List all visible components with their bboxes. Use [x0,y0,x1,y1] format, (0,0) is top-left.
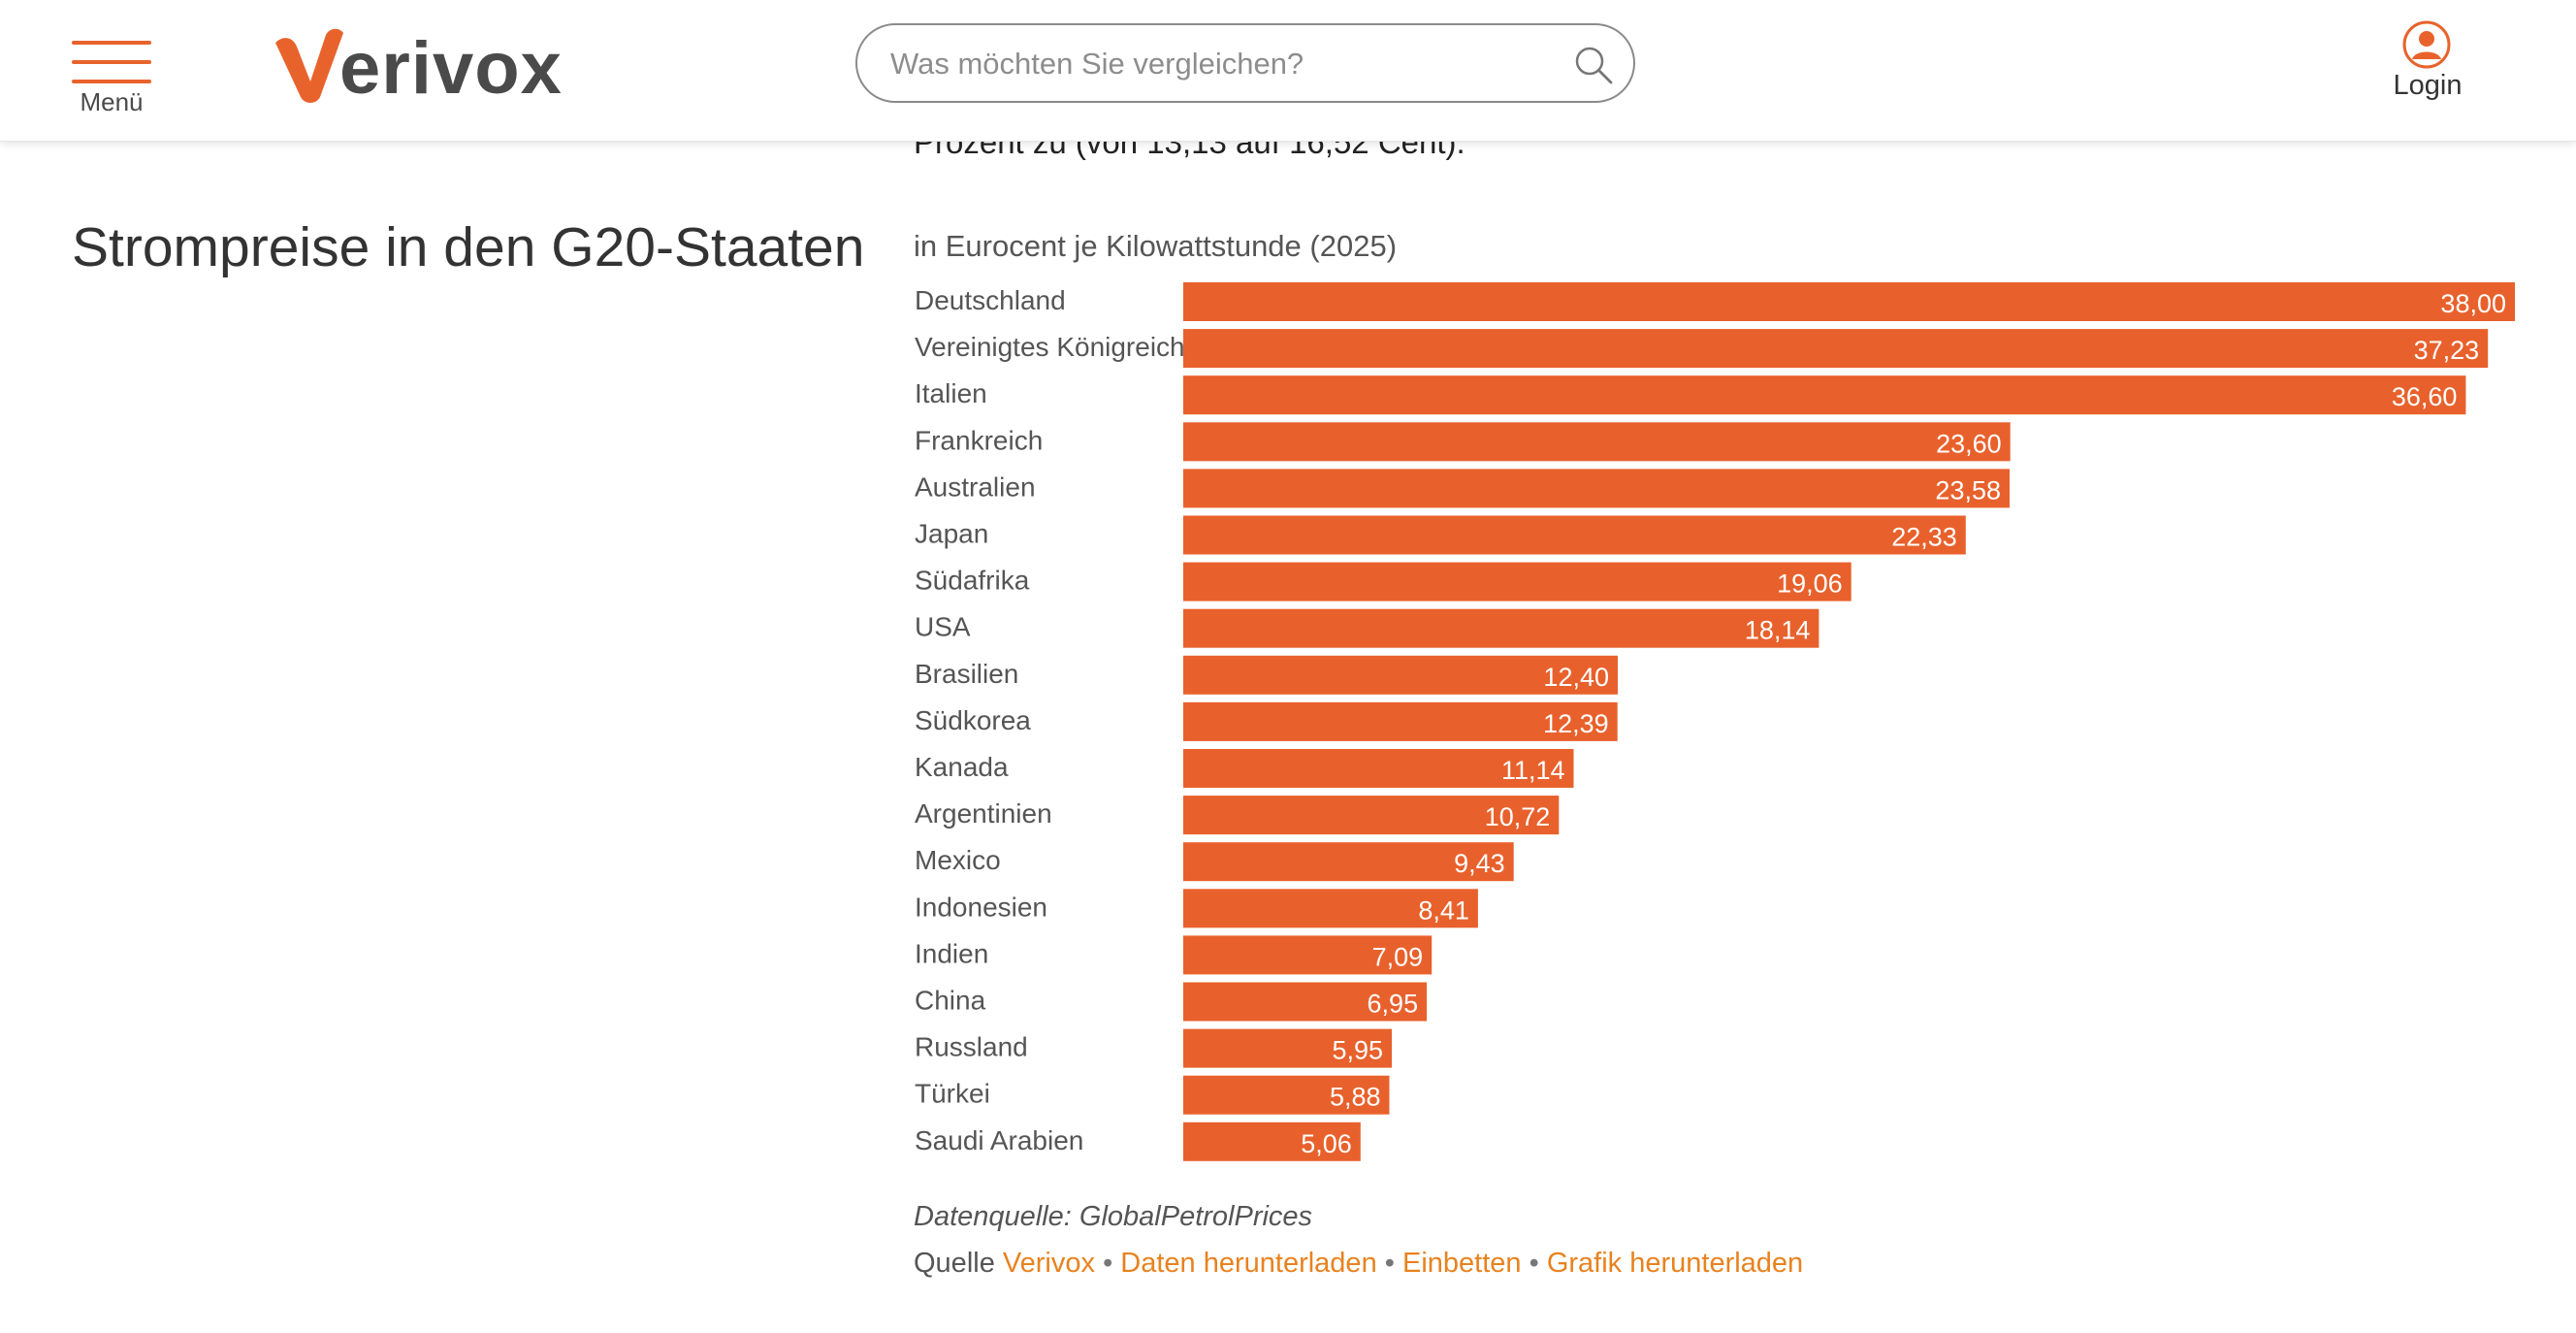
category-label: Italien [915,378,987,408]
category-label: Mexico [915,845,1001,875]
bar[interactable] [1183,1028,1392,1068]
source-link-verivox[interactable]: Verivox [1002,1248,1095,1279]
category-label: Japan [915,519,988,549]
bar[interactable] [1183,1075,1390,1115]
value-label: 23,58 [1935,475,2001,504]
value-label: 8,41 [1418,895,1469,925]
embed-link[interactable]: Einbetten [1401,1248,1522,1279]
site-header: Menü erivox Login [0,0,2576,142]
bar[interactable] [1183,889,1478,928]
value-label: 18,14 [1745,616,1811,645]
category-label: China [915,986,986,1016]
category-label: Argentinien [915,798,1052,829]
bar[interactable] [1183,515,1966,555]
bar[interactable] [1183,796,1560,835]
separator: • [1103,1248,1113,1279]
category-label: Türkei [915,1079,990,1109]
bar[interactable] [1183,329,2489,369]
value-label: 5,95 [1332,1036,1383,1065]
bar[interactable] [1183,282,2515,321]
bar[interactable] [1183,701,1618,741]
data-source-note: Datenquelle: GlobalPetrolPrices [914,1201,1313,1232]
value-label: 11,14 [1501,756,1565,785]
value-label: 22,33 [1891,523,1957,552]
category-label: Deutschland [915,285,1066,315]
menu-button[interactable]: Menü [68,35,155,118]
bar[interactable] [1183,608,1819,648]
bar-chart: Deutschland 38,00 Vereinigtes Königreich 37… [915,282,2515,1161]
value-label: 36,60 [2392,382,2458,411]
value-label: 37,23 [2414,336,2480,365]
value-label: 10,72 [1485,802,1551,831]
category-label: Kanada [915,752,1009,782]
value-label: 38,00 [2440,289,2506,318]
category-label: Südkorea [915,705,1031,735]
login-button[interactable]: Login [2376,19,2479,109]
user-icon [2402,20,2451,69]
category-label: Indonesien [915,892,1047,922]
bar[interactable] [1183,749,1574,788]
category-label: Australien [915,471,1036,502]
category-label: Vereinigtes Königreich [915,332,1185,362]
value-label: 12,40 [1543,663,1609,692]
bar[interactable] [1183,469,2010,508]
bar[interactable] [1183,655,1618,695]
value-label: 9,43 [1454,849,1505,878]
category-label: Russland [915,1032,1028,1062]
search-icon[interactable] [1573,45,1614,85]
bar[interactable] [1183,375,2466,415]
bar[interactable] [1183,842,1514,882]
value-label: 6,95 [1368,990,1419,1019]
separator: • [1384,1248,1395,1279]
category-label: USA [915,612,971,642]
value-label: 12,39 [1543,709,1609,738]
bar[interactable] [1183,1122,1361,1161]
section-title: Strompreise in den G20-Staaten [72,216,865,278]
login-label: Login [2393,70,2463,101]
bar[interactable] [1183,935,1433,975]
value-label: 19,06 [1777,569,1843,599]
value-label: 7,09 [1372,942,1424,971]
value-label: 23,60 [1936,429,2002,458]
source-prefix: Quelle [914,1248,995,1279]
bar[interactable] [1183,422,2011,462]
category-label: Südafrika [915,566,1030,596]
search-input[interactable] [888,37,1532,91]
verivox-logo[interactable]: erivox [270,21,619,109]
source-line: Quelle Verivox • Daten herunterladen • E… [914,1248,1803,1280]
category-label: Saudi Arabien [915,1125,1083,1155]
value-label: 5,88 [1330,1083,1381,1112]
value-label: 5,06 [1301,1129,1352,1158]
category-label: Indien [915,938,988,968]
category-label: Brasilien [915,659,1018,689]
search-box[interactable] [855,23,1635,103]
download-data-link[interactable]: Daten herunterladen [1120,1248,1377,1279]
chart-subtitle: in Eurocent je Kilowattstunde (2025) [914,229,1398,263]
svg-text:erivox: erivox [339,27,563,109]
bar[interactable] [1183,982,1428,1022]
download-graphic-link[interactable]: Grafik herunterladen [1546,1248,1804,1279]
separator: • [1529,1248,1539,1279]
bar[interactable] [1183,562,1852,601]
category-label: Frankreich [915,425,1043,455]
menu-label: Menü [80,87,144,116]
